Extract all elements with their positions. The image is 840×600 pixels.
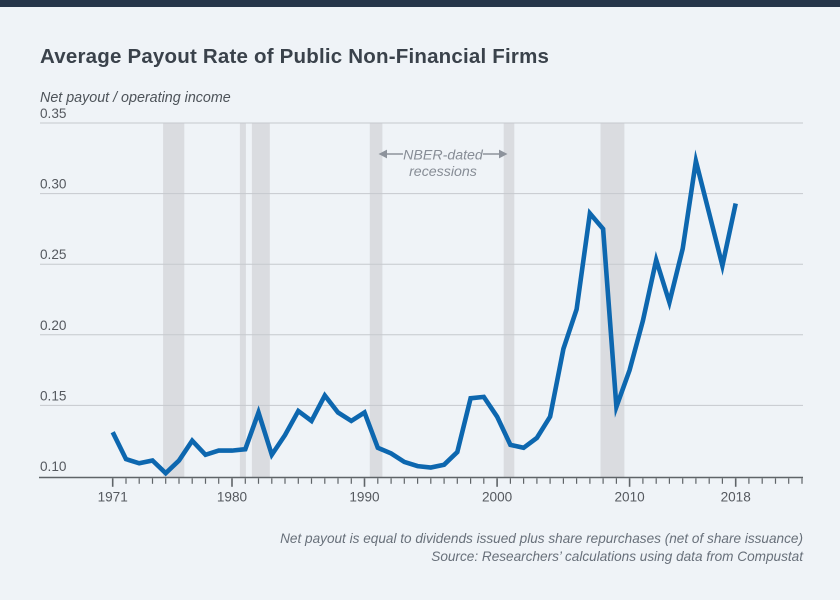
annotation-line2: recessions: [409, 164, 477, 180]
y-tick-label: 0.25: [40, 247, 66, 262]
x-tick-label: 1990: [349, 490, 380, 505]
y-axis-unit-label: Net payout / operating income: [40, 90, 231, 106]
recession-band: [503, 123, 515, 477]
payout-line-series: [110, 149, 738, 477]
chart-footnotes: Net payout is equal to dividends issued …: [163, 530, 803, 565]
chart-title: Average Payout Rate of Public Non-Financ…: [40, 44, 550, 68]
recession-band: [163, 123, 185, 477]
y-tick-label: 0.10: [40, 459, 67, 474]
x-tick-label: 2000: [482, 490, 513, 505]
recession-band: [600, 123, 625, 477]
y-tick-label: 0.35: [40, 106, 66, 121]
x-tick-label: 2010: [614, 490, 645, 505]
y-tick-label: 0.30: [40, 177, 67, 192]
top-accent-bar: [0, 0, 840, 7]
y-tick-label: 0.20: [40, 318, 67, 333]
x-tick-label: 2018: [721, 490, 751, 505]
footnote-source: Source: Researchers’ calculations using …: [431, 548, 803, 564]
recession-band: [239, 123, 246, 477]
annotation-line1: NBER-dated: [403, 148, 484, 164]
x-tick-label: 1971: [98, 490, 128, 505]
recession-band: [369, 123, 383, 477]
annotation-arrowhead-right: [499, 149, 508, 159]
y-tick-label: 0.15: [40, 388, 66, 403]
recession-band: [251, 123, 270, 477]
x-tick-label: 1980: [217, 490, 248, 505]
footnote-definition: Net payout is equal to dividends issued …: [280, 531, 803, 546]
annotation-arrowhead-left: [378, 149, 387, 159]
